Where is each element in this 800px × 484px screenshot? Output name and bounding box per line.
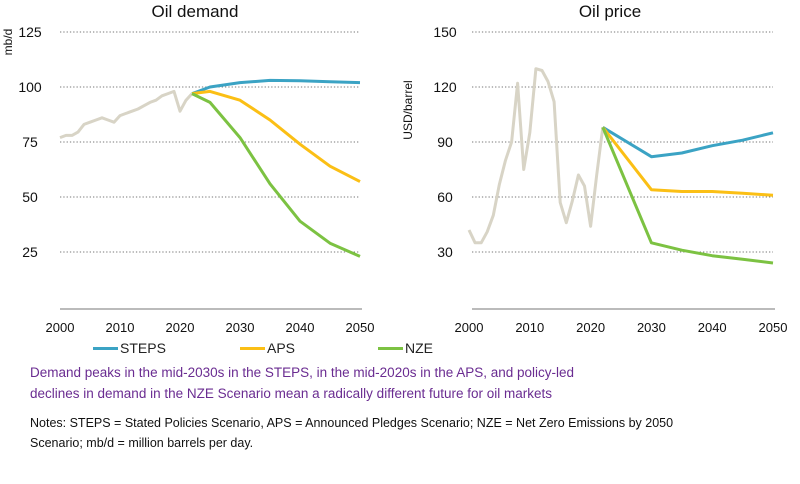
x-tick-label: 2050 (759, 320, 788, 335)
series-line-steps (602, 126, 774, 159)
history-line (467, 67, 605, 245)
notes-line-1: Notes: STEPS = Stated Policies Scenario,… (30, 416, 674, 430)
series-line-aps (191, 89, 361, 183)
y-tick-label: 90 (437, 134, 453, 150)
chart-title: Oil price (579, 2, 641, 21)
legend-swatch-steps (93, 346, 118, 350)
chart-canvas: Oil demand mb/d 25 50 75 100 125 2000 2010 2020 20… (1, 2, 788, 335)
caption-line-2: declines in demand in the NZE Scenario m… (30, 386, 553, 401)
history-line (59, 89, 194, 140)
y-tick-label: 60 (437, 189, 453, 205)
x-tick-label: 2040 (698, 320, 727, 335)
y-tick-label: 150 (433, 24, 457, 40)
legend-nze: NZE (378, 340, 433, 356)
x-tick-label: 2010 (106, 320, 135, 335)
x-tick-label: 2010 (515, 320, 544, 335)
series-line-nze (191, 92, 361, 258)
x-tick-label: 2020 (166, 320, 195, 335)
x-tick-label: 2040 (286, 320, 315, 335)
y-tick-label: 100 (18, 79, 42, 95)
chart-title: Oil demand (152, 2, 239, 21)
legend-swatch-nze (378, 346, 403, 350)
x-tick-label: 2020 (576, 320, 605, 335)
legend-label-aps: APS (267, 340, 296, 356)
legend-label-nze: NZE (405, 340, 433, 356)
legend-aps: APS (240, 340, 295, 356)
x-tick-label: 2030 (226, 320, 255, 335)
y-axis-label: mb/d (1, 29, 15, 56)
y-tick-label: 120 (433, 79, 457, 95)
series-line-nze (601, 126, 774, 265)
x-tick-label: 2030 (637, 320, 666, 335)
notes-line-2: Scenario; mb/d = million barrels per day… (30, 436, 254, 450)
legend-steps: STEPS (93, 340, 166, 356)
y-tick-label: 50 (22, 189, 38, 205)
x-tick-label: 2050 (346, 320, 375, 335)
y-tick-label: 125 (18, 24, 42, 40)
series-line-steps (191, 78, 361, 96)
y-axis-label: USD/barrel (401, 80, 415, 139)
legend-swatch-aps (240, 346, 265, 350)
caption-line-1: Demand peaks in the mid-2030s in the STE… (30, 365, 575, 380)
y-tick-label: 25 (22, 244, 38, 260)
legend-label-steps: STEPS (120, 340, 166, 356)
y-tick-label: 30 (437, 244, 453, 260)
series-line-aps (601, 126, 774, 197)
notes: Notes: STEPS = Stated Policies Scenario,… (30, 413, 790, 453)
caption: Demand peaks in the mid-2030s in the STE… (30, 362, 770, 404)
x-tick-label: 2000 (46, 320, 75, 335)
x-tick-label: 2000 (455, 320, 484, 335)
y-tick-label: 75 (22, 134, 38, 150)
